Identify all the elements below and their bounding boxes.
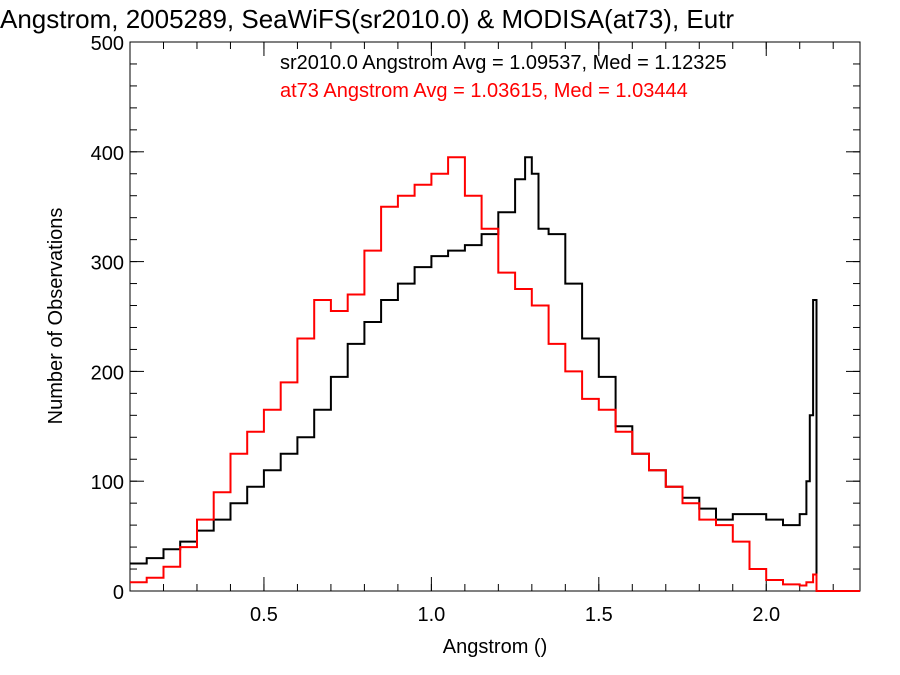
y-tick-label: 500 xyxy=(91,33,124,55)
y-axis-label: Number of Observations xyxy=(45,208,67,425)
x-axis-label: Angstrom () xyxy=(443,636,547,658)
y-tick-label: 0 xyxy=(113,582,124,604)
plot-area xyxy=(129,41,861,592)
x-tick-label: 0.5 xyxy=(250,604,278,626)
x-tick-label: 1.5 xyxy=(585,604,613,626)
plot-frame xyxy=(129,41,861,592)
y-tick-label: 200 xyxy=(91,362,124,384)
x-tick-label: 1.0 xyxy=(417,604,445,626)
x-tick-label: 2.0 xyxy=(752,604,780,626)
x-axis: 0.5 1.0 1.5 2.0 xyxy=(129,42,834,626)
series-line-at73 xyxy=(130,156,860,592)
series-line-sr2010-0 xyxy=(130,156,860,592)
legend-entry-at73: at73 Angstrom Avg = 1.03615, Med = 1.034… xyxy=(280,80,688,102)
y-tick-label: 300 xyxy=(91,253,124,275)
legend-entry-sr2010: sr2010.0 Angstrom Avg = 1.09537, Med = 1… xyxy=(280,52,727,74)
series-layer xyxy=(130,156,860,592)
y-axis: 0 100 200 300 400 500 xyxy=(91,33,860,604)
y-tick-label: 100 xyxy=(91,472,124,494)
y-tick-label: 400 xyxy=(91,143,124,165)
chart-title: Angstrom, 2005289, SeaWiFS(sr2010.0) & M… xyxy=(0,4,734,34)
